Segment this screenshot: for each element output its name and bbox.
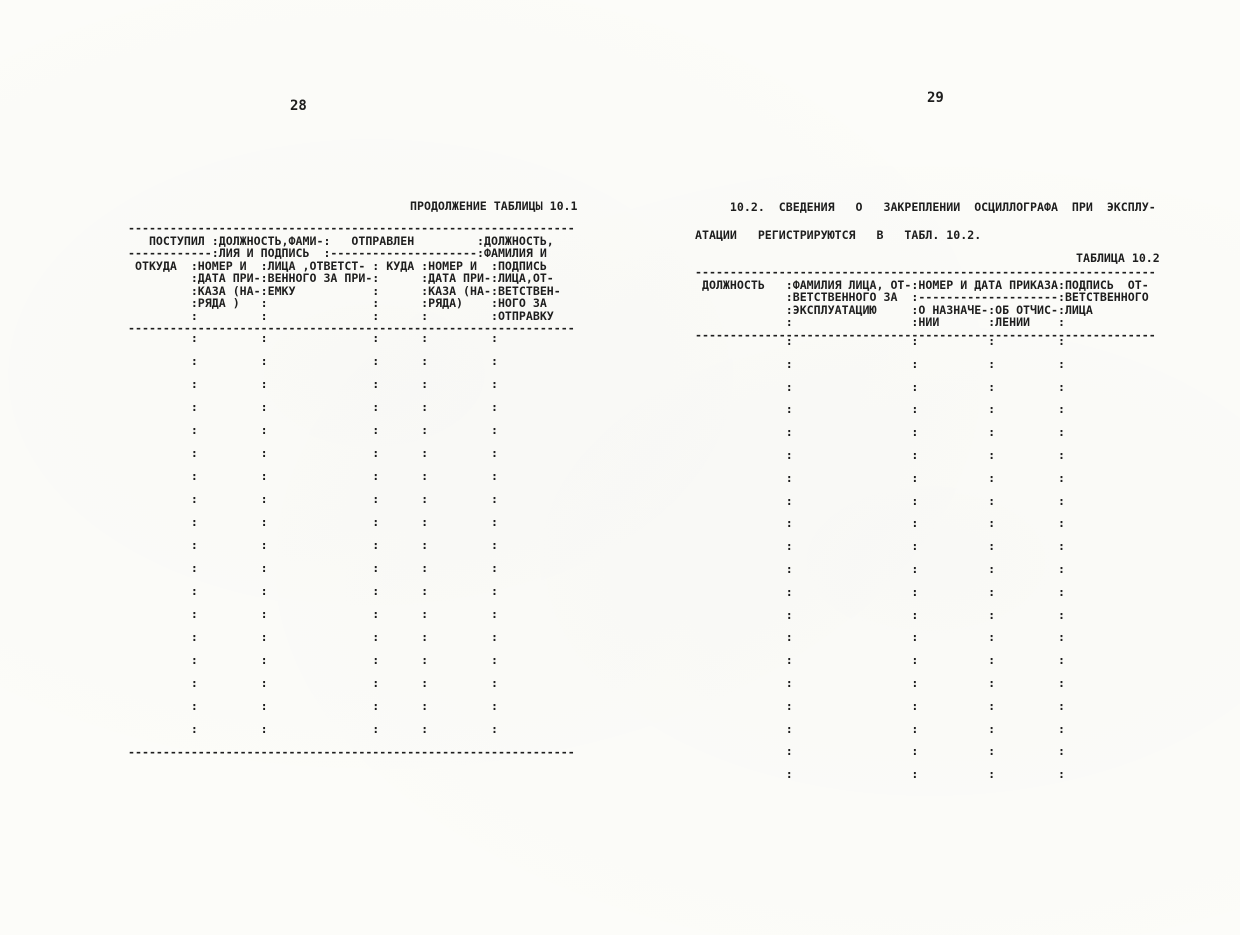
- page-number-right: 29: [927, 90, 944, 106]
- table-10-1-caption: ПРОДОЛЖЕНИЕ ТАБЛИЦЫ 10.1: [410, 199, 578, 213]
- page-number-left: 28: [290, 98, 307, 114]
- table-10-1-body-rows: : : : : : : : : : : : : : : : : : : :: [190, 331, 498, 736]
- table-10-2-caption: ТАБЛИЦА 10.2: [1076, 251, 1160, 265]
- table-10-2-body-rows: : : : : : : : : : : : : : : :: [785, 334, 1065, 782]
- table-10-2-header: ----------------------------------------…: [695, 265, 1156, 342]
- table-10-1-bottom-border: ----------------------------------------…: [128, 745, 575, 759]
- section-10-2-paragraph: 10.2. СВЕДЕНИЯ О ЗАКРЕПЛЕНИИ ОСЦИЛЛОГРАФ…: [695, 200, 1156, 242]
- table-10-1-header: ----------------------------------------…: [128, 221, 575, 335]
